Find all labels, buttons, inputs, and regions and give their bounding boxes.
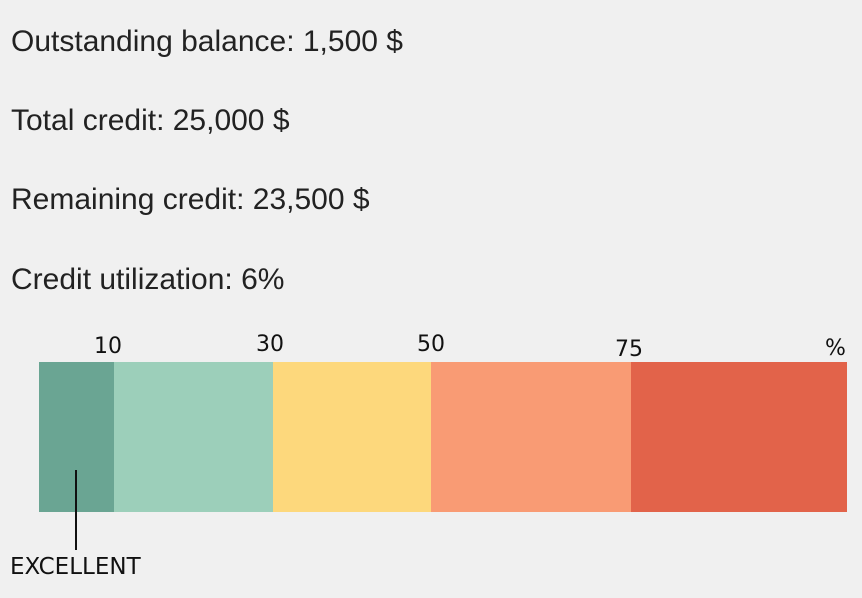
utilization-rating-label: EXCELLENT bbox=[10, 554, 141, 580]
scale-segment-30-50 bbox=[273, 362, 431, 512]
tick-label-75: 75 bbox=[615, 337, 643, 362]
total-credit-text: Total credit: 25,000 $ bbox=[11, 104, 290, 137]
credit-utilization-text: Credit utilization: 6% bbox=[11, 263, 285, 296]
outstanding-balance-text: Outstanding balance: 1,500 $ bbox=[11, 25, 403, 58]
tick-label-10: 10 bbox=[94, 334, 122, 359]
scale-segment-10-30 bbox=[114, 362, 273, 512]
scale-segment-50-75 bbox=[431, 362, 631, 512]
credit-utilization-scale-bar bbox=[39, 362, 847, 512]
tick-label-percent: % bbox=[825, 336, 846, 361]
scale-segment-75-100 bbox=[631, 362, 847, 512]
tick-label-50: 50 bbox=[417, 332, 445, 357]
remaining-credit-text: Remaining credit: 23,500 $ bbox=[11, 183, 370, 216]
tick-label-30: 30 bbox=[256, 332, 284, 357]
utilization-marker-line bbox=[75, 470, 77, 550]
